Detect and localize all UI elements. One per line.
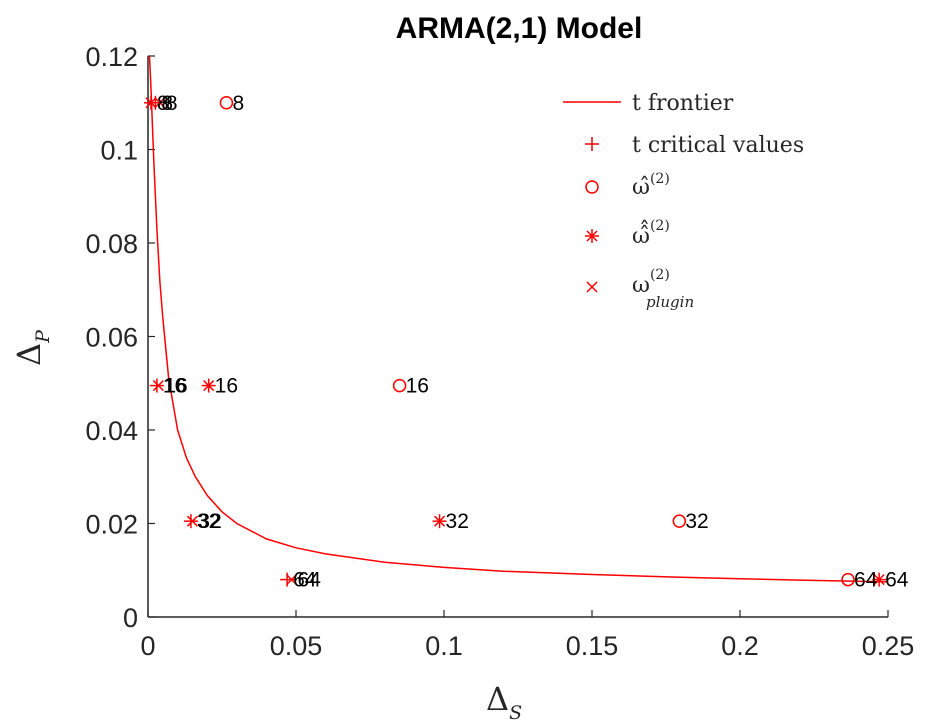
x-point: [186, 515, 198, 527]
point-label: 64: [298, 569, 322, 592]
x-tick-label: 0.15: [566, 631, 619, 661]
circle-point: [219, 96, 234, 110]
asterisk-point: [432, 514, 447, 529]
legend-label-omega-hat: ω̂: [632, 175, 650, 200]
legend-item-critical: t critical values: [585, 133, 804, 158]
legend-label-frontier: t frontier: [632, 91, 734, 116]
x-axis-label-sub: S: [509, 702, 522, 724]
legend-plus-symbol: [585, 137, 599, 151]
y-axis-label: ΔP: [10, 329, 54, 366]
legend-circle-symbol: [585, 180, 599, 194]
svg-text:ΔP: ΔP: [10, 329, 54, 366]
point-label: 64: [854, 569, 878, 592]
legend-item-frontier: t frontier: [563, 91, 734, 116]
legend-item-omega-hat: ω̂(2): [585, 171, 670, 200]
x-point: [152, 380, 164, 392]
x-tick-label: 0.1: [425, 631, 463, 661]
point-label: 8: [157, 92, 169, 115]
x-ticks: 0 0.05 0.1 0.15 0.2 0.25: [140, 610, 914, 661]
legend-circle-mark: [585, 180, 599, 194]
legend-label-omega-hathat: ω̂̂: [632, 220, 650, 249]
legend-asterisk-mark: [585, 229, 599, 243]
x-tick-label: 0.2: [721, 631, 759, 661]
point-label: 64: [885, 569, 909, 592]
svg-text:ω(2)plugin: ω(2) plugin: [632, 267, 694, 311]
legend-asterisk-symbol: [585, 229, 599, 243]
legend-label-critical: t critical values: [632, 133, 804, 158]
plus-point: [183, 514, 198, 529]
asterisk-point: [143, 95, 158, 110]
y-tick-label: 0.1: [100, 136, 138, 166]
point-label: 32: [685, 510, 708, 533]
point-label: 16: [163, 375, 186, 398]
svg-text:ω̂̂(2): ω̂̂(2): [632, 218, 670, 249]
legend-label-omega-hathat-sup: (2): [650, 218, 670, 234]
point-label: 32: [446, 510, 469, 533]
point-label: 16: [215, 375, 238, 398]
y-tick-label: 0.06: [85, 323, 138, 353]
legend-label-omega-hat-sup: (2): [650, 171, 670, 187]
point-label: 32: [198, 510, 221, 533]
circle-point: [672, 514, 687, 528]
asterisk-point: [872, 572, 887, 587]
x-point: [154, 97, 166, 109]
point-label: 64: [293, 569, 317, 592]
y-ticks: 0 0.02 0.04 0.06 0.08 0.1 0.12: [85, 42, 155, 633]
legend-plus-mark: [585, 137, 599, 151]
chart-title: ARMA(2,1) Model: [396, 12, 643, 45]
point-label: 16: [164, 375, 187, 398]
plot-area: 0 0.05 0.1 0.15 0.2 0.25 0 0.02 0.04 0.06 0.08 0.1…: [85, 42, 914, 661]
legend-label-omega-plugin: ω: [632, 273, 650, 298]
asterisk-point: [201, 378, 216, 393]
x-point: [286, 574, 298, 586]
y-tick-label: 0.08: [85, 229, 138, 259]
legend-label-omega-plugin-sub: plugin: [646, 293, 694, 311]
circle-point: [841, 572, 855, 587]
svg-text:ω̂(2): ω̂(2): [632, 171, 670, 200]
y-axis-label-sub: P: [32, 329, 54, 344]
point-label: 8: [166, 92, 178, 115]
x-tick-label: 0.05: [270, 631, 323, 661]
x-tick-label: 0.25: [862, 631, 915, 661]
markers-layer: [143, 95, 887, 587]
legend-x-symbol: [586, 281, 598, 293]
legend-label-omega-plugin-sup: (2): [650, 267, 670, 283]
point-label: 16: [406, 375, 429, 398]
x-axis-label-base: Δ: [486, 680, 509, 718]
x-axis-label: ΔS: [486, 680, 522, 724]
plus-point: [149, 378, 164, 393]
circle-point: [392, 378, 407, 393]
x-tick-label: 0: [140, 631, 155, 661]
y-tick-label: 0.12: [85, 42, 138, 72]
y-tick-label: 0.04: [85, 416, 138, 446]
legend-item-omega-hathat: ω̂̂(2): [585, 218, 670, 249]
legend-item-omega-plugin: ω(2) plugin: [586, 267, 694, 311]
y-tick-label: 0: [123, 603, 138, 633]
y-axis-label-base: Δ: [10, 343, 48, 366]
frontier-layer: [148, 55, 889, 583]
legend: t frontier t critical values ω̂(2) ω̂̂(2…: [563, 91, 804, 311]
point-label: 8: [161, 92, 173, 115]
y-tick-label: 0.02: [85, 510, 138, 540]
legend-x-mark: [586, 281, 598, 293]
svg-text:ΔS: ΔS: [486, 680, 522, 724]
frontier-line: [148, 55, 889, 583]
point-label: 32: [197, 510, 220, 533]
point-label: 8: [232, 92, 244, 115]
